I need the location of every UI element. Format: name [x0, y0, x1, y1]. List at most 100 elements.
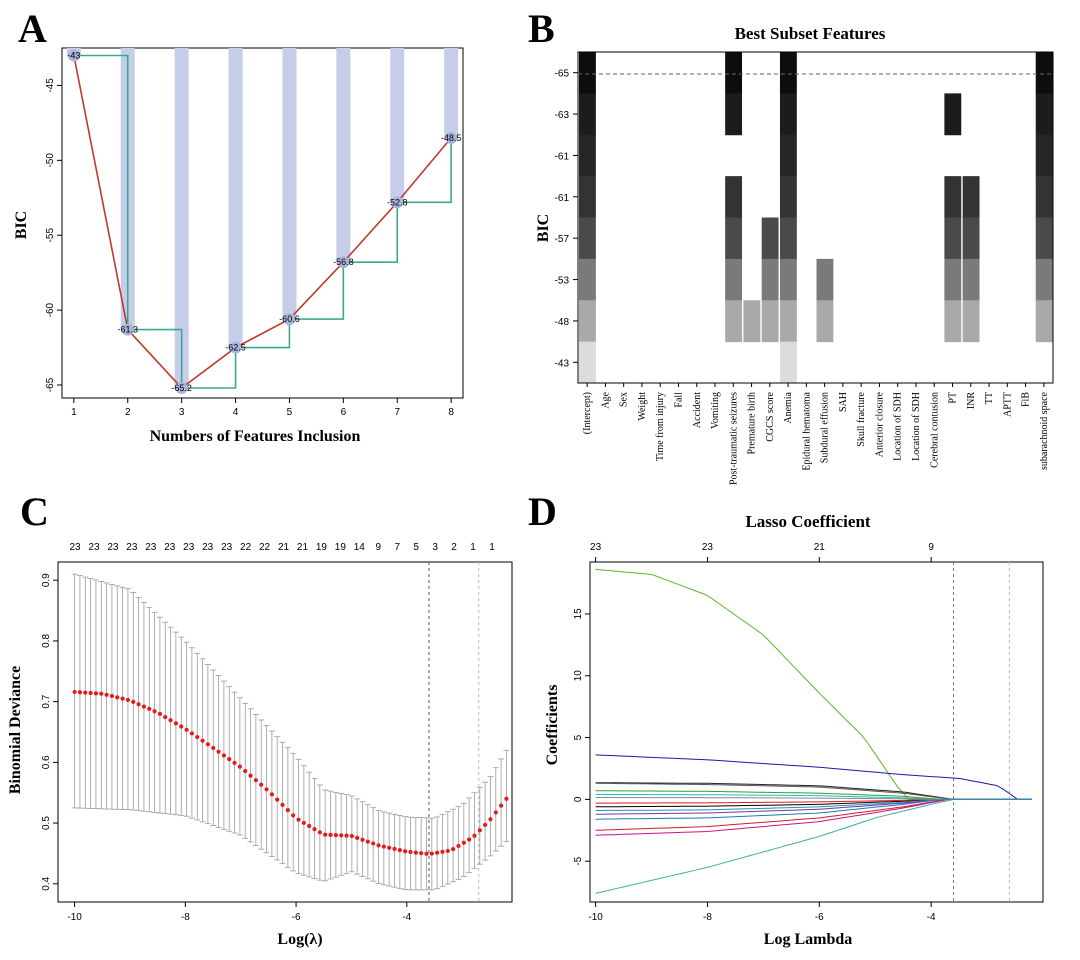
panel-c-xtick-label: -10	[67, 912, 82, 923]
panel-c-point	[189, 731, 195, 736]
panel-b-cell	[579, 52, 596, 94]
panel-c-point	[83, 690, 88, 695]
panel-d-top-label: 23	[702, 542, 714, 553]
panel-c-point	[109, 693, 115, 699]
panel-d-ytick-label: 5	[573, 734, 584, 740]
panel-d-xtick-label: -8	[703, 912, 712, 923]
panel-d-coef-path	[595, 798, 1032, 894]
panel-a-xtick-label: 4	[233, 407, 239, 418]
panel-d-coef-path	[595, 798, 1032, 804]
panel-letter-a: A	[18, 6, 47, 51]
panel-b-cell	[779, 176, 797, 218]
panel-a-data-label: -62.5	[225, 343, 246, 353]
panel-a-ytick-label: -55	[45, 228, 56, 243]
panel-c-point	[323, 832, 328, 837]
panel-a-xtick-label: 8	[448, 407, 454, 418]
panel-b-cell	[579, 134, 596, 177]
panel-b-column-label: Post-traumatic seizures	[728, 392, 739, 485]
panel-b-cell	[1035, 93, 1053, 136]
panel-b-cell	[962, 258, 980, 301]
panel-c-top-label: 23	[69, 542, 81, 553]
panel-c-point	[355, 835, 360, 840]
panel-c-top-label: 21	[278, 542, 290, 553]
panel-c-point	[461, 840, 466, 845]
panel-b-cell	[944, 300, 962, 343]
panel-c-point	[429, 851, 434, 856]
panel-b-cell	[816, 300, 834, 343]
panel-a-bar	[336, 48, 351, 263]
panel-b-cell	[579, 93, 596, 136]
panel-a-ytick-label: -60	[45, 302, 56, 317]
panel-c-point	[472, 833, 477, 838]
panel-d-ytick-label: 15	[573, 608, 584, 620]
panel-c-point	[445, 848, 450, 854]
panel-a-ylabel: BIC	[13, 211, 30, 239]
panel-a-ytick-label: -45	[45, 78, 56, 93]
panel-c-ylabel: Binomial Deviance	[7, 666, 24, 794]
panel-c-point	[216, 749, 221, 754]
panel-b-title: Best Subset Features	[735, 24, 886, 43]
panel-c-point	[296, 817, 301, 822]
panel-c-point	[168, 718, 173, 723]
panel-a-point	[175, 382, 188, 394]
panel-b-cell	[1035, 134, 1053, 177]
panel-c-point	[259, 782, 264, 787]
panel-a-ytick-label: -50	[45, 153, 56, 168]
panel-c-point	[408, 849, 413, 855]
panel-b-cell	[743, 300, 761, 343]
panel-c-point	[136, 702, 141, 707]
panel-b-row-label: -43	[555, 358, 570, 369]
panel-c-top-label: 21	[297, 542, 309, 553]
panel-d-coef-path	[595, 797, 1032, 800]
panel-c-ytick-label: 0.4	[41, 876, 52, 890]
panel-b-column-label: Time from injury	[655, 392, 666, 461]
panel-b-cell	[944, 258, 962, 301]
panel-b-column-label: Age	[600, 391, 611, 408]
panel-c-point	[120, 696, 125, 701]
panel-b-cell	[761, 300, 779, 343]
panel-a-bar	[228, 48, 243, 348]
panel-b-column-label: TT	[984, 392, 995, 404]
panel-d-coef-path	[595, 793, 1032, 800]
panel-c-xtick-label: -6	[292, 912, 301, 923]
panel-c-point	[115, 695, 120, 700]
panel-d-coef-path	[595, 798, 1032, 815]
panel-b-cell	[1035, 176, 1053, 218]
panel-d-top-label: 23	[590, 542, 602, 553]
panel-d-coef-path	[595, 790, 1032, 800]
panel-c-top-label: 14	[354, 542, 366, 553]
panel-b-cell	[1035, 217, 1053, 260]
panel-c-top-label: 5	[413, 542, 419, 553]
panel-a-point	[337, 256, 350, 269]
panel-b-cell	[779, 300, 797, 343]
panel-a-step-line	[73, 54, 452, 389]
panel-b-cell	[1035, 258, 1053, 301]
panel-d-lasso-paths: Lasso Coefficient Log Lambda Coefficient…	[544, 512, 1044, 948]
panel-c-point	[152, 709, 157, 714]
panel-d-top-label: 21	[814, 542, 826, 553]
panel-c-ytick-label: 0.9	[41, 573, 52, 587]
panel-a-xtick-label: 6	[341, 407, 347, 418]
panel-c-point	[451, 847, 456, 852]
panel-b-cell	[579, 300, 596, 343]
panel-b-cell	[962, 217, 980, 260]
panel-b-column-label: Location of SDH	[893, 392, 904, 461]
panel-c-cv-deviance: Log(λ) Binomial Deviance -10 -8 -6 -4 0.4 0.5…	[7, 542, 513, 948]
panel-c-point	[125, 697, 131, 703]
panel-b-row-label: -65	[555, 69, 570, 80]
panel-c-top-label: 23	[126, 542, 138, 553]
panel-c-point	[403, 849, 408, 854]
panel-c-point	[424, 851, 429, 856]
panel-c-frame	[57, 561, 513, 903]
panel-c-point	[456, 843, 461, 849]
panel-b-cell	[962, 176, 980, 218]
panel-d-xtick-label: -10	[588, 912, 603, 923]
panel-c-top-label: 19	[335, 542, 347, 553]
panel-a-point	[283, 313, 296, 326]
panel-b-cell	[579, 341, 596, 384]
panel-b-cell	[779, 93, 797, 136]
panel-a-point	[67, 49, 80, 62]
panel-b-cell	[579, 258, 596, 301]
panel-c-point	[488, 817, 493, 822]
